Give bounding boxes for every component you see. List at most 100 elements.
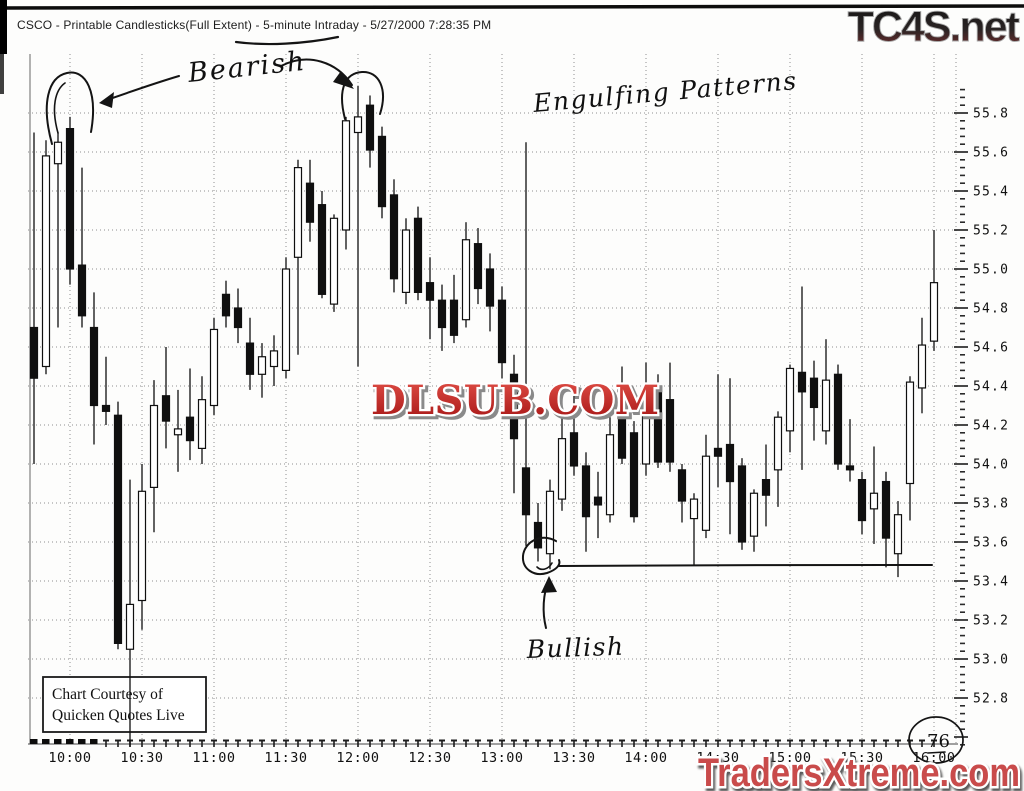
x-tick — [643, 739, 649, 742]
candle — [617, 366, 627, 464]
y-minor-tick — [960, 666, 965, 668]
x-tick — [619, 739, 625, 742]
candle — [521, 142, 531, 546]
y-minor-tick — [960, 533, 965, 535]
x-tick — [391, 739, 397, 742]
y-minor-tick — [960, 182, 965, 184]
y-minor-tick — [960, 291, 965, 294]
x-tick-stem — [753, 741, 755, 747]
candle-body-down — [881, 480, 891, 539]
bullish-label: Bullish — [525, 632, 625, 664]
x-tick — [571, 739, 577, 742]
y-axis-label: 55.8 — [973, 107, 1009, 122]
candle-body-up — [329, 217, 339, 305]
candle — [269, 335, 279, 386]
candle-body-up — [53, 141, 63, 165]
x-tick-stem — [321, 741, 323, 747]
candle-body-up — [821, 379, 831, 432]
y-minor-tick — [960, 354, 965, 356]
candle-body-down — [533, 521, 543, 549]
x-tick — [139, 739, 145, 742]
candle — [917, 317, 927, 414]
candle-body-up — [773, 416, 783, 471]
x-tick — [175, 739, 181, 742]
candle — [713, 374, 723, 488]
y-axis-label: 54.2 — [973, 419, 1009, 434]
candle — [569, 386, 579, 476]
x-tick-stem — [165, 741, 167, 747]
candle — [737, 458, 747, 550]
candle-body-up — [281, 268, 291, 372]
x-tick-stem — [117, 741, 119, 747]
y-minor-tick — [960, 432, 965, 434]
x-axis-label: 14:00 — [624, 750, 667, 766]
candle — [473, 228, 483, 305]
y-minor-tick — [960, 213, 965, 216]
bearish-arrow-left-head — [99, 92, 114, 108]
y-minor-tick — [960, 299, 965, 301]
x-tick — [463, 739, 469, 742]
candle-body-down — [185, 416, 195, 442]
x-tick — [559, 739, 565, 742]
y-minor-tick — [960, 689, 965, 691]
x-tick — [247, 739, 253, 742]
x-tick-stem — [885, 741, 887, 747]
candle — [689, 493, 699, 566]
x-tick — [319, 739, 325, 742]
watermark-dlsub: DLSUB.COM — [371, 377, 661, 424]
candle — [293, 159, 303, 355]
candle-body-down — [521, 467, 531, 516]
candle — [725, 378, 735, 535]
x-tick-stem — [549, 741, 551, 747]
x-axis-label: 10:00 — [48, 750, 91, 766]
candle-body-down — [761, 479, 771, 496]
candle — [401, 218, 411, 305]
candle-body-down — [113, 414, 123, 644]
candle — [833, 364, 843, 470]
candle-body-down — [653, 385, 663, 463]
x-tick-stem — [669, 741, 671, 747]
x-tick — [787, 739, 793, 742]
x-axis-label: 11:00 — [192, 750, 235, 766]
candle-body-down — [365, 104, 375, 151]
x-tick — [343, 739, 349, 742]
candle-body-down — [377, 135, 387, 208]
y-minor-tick — [960, 322, 965, 325]
candle — [845, 419, 855, 482]
candle-body-down — [845, 465, 855, 471]
x-tick-stem — [309, 741, 311, 747]
candle-body-up — [689, 498, 699, 520]
x-tick-stem — [393, 741, 395, 747]
candle — [257, 343, 267, 398]
candle-body-down — [797, 371, 807, 393]
candle-body-up — [293, 167, 303, 258]
y-minor-tick — [960, 642, 965, 645]
x-tick-stem — [213, 741, 215, 747]
x-tick-stem — [441, 741, 443, 747]
candle — [101, 356, 111, 425]
x-tick-stem — [345, 741, 347, 747]
x-axis-label: 10:30 — [120, 750, 163, 766]
candle — [113, 401, 123, 650]
y-axis-label: 53.6 — [973, 536, 1009, 551]
x-tick-stem — [837, 741, 839, 747]
candle — [341, 116, 351, 250]
scan-left-smear — [0, 52, 4, 94]
x-tick-stem — [537, 741, 539, 747]
candle — [701, 434, 711, 539]
y-minor-tick — [960, 361, 965, 364]
x-tick — [223, 739, 229, 742]
x-tick-stem — [717, 741, 719, 747]
y-minor-tick — [960, 283, 965, 286]
y-minor-tick — [960, 705, 965, 707]
x-tick-stem — [789, 741, 791, 747]
y-minor-tick — [960, 517, 965, 520]
candle — [485, 253, 495, 332]
x-tick-stem — [741, 741, 743, 747]
x-tick — [751, 739, 757, 742]
x-tick-stem — [573, 741, 575, 747]
chart-header-title: CSCO - Printable Candlesticks(Full Exten… — [17, 18, 492, 32]
x-axis-label: 14:30 — [696, 750, 739, 766]
bearish-circle-left-inner — [53, 82, 66, 134]
candle — [317, 191, 327, 299]
